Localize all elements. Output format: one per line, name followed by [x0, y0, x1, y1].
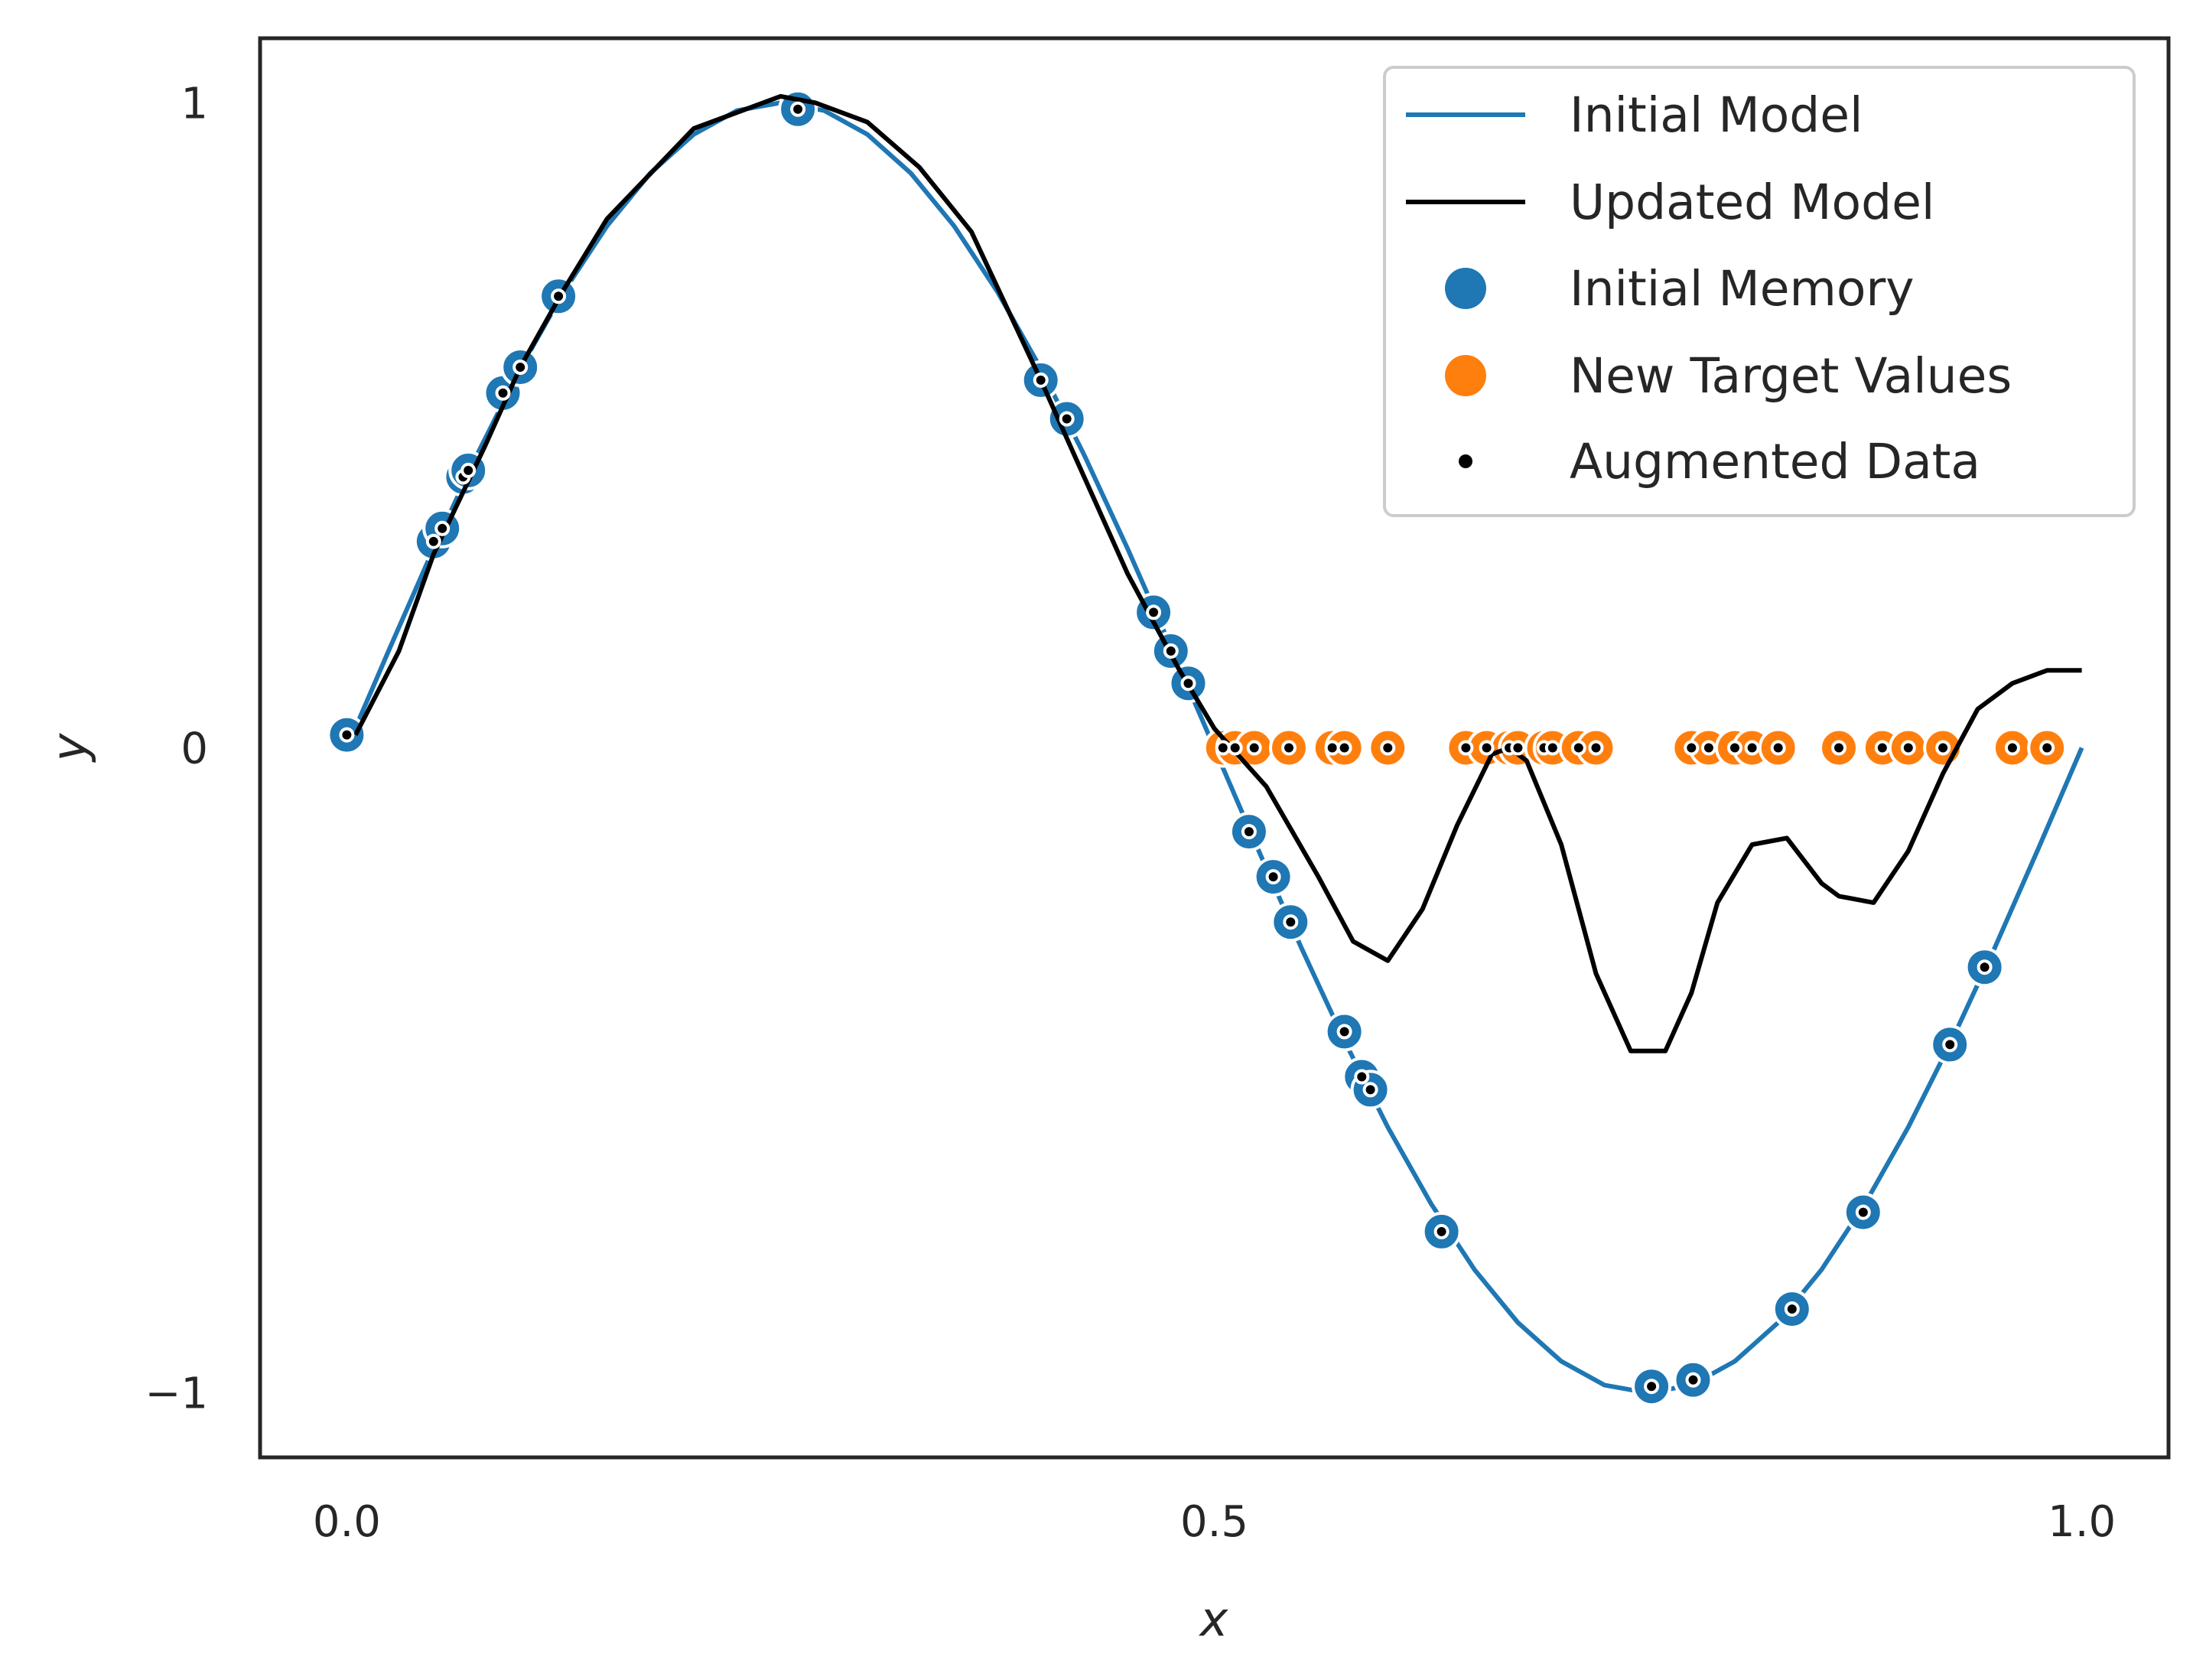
- augmented-data-point: [1479, 740, 1495, 756]
- augmented-data-point: [1380, 740, 1396, 756]
- legend-handle-augmented-data: [1459, 454, 1472, 468]
- legend-frame: [1383, 66, 2136, 517]
- augmented-data-point: [2004, 740, 2020, 756]
- plot-series-layer: [327, 89, 2084, 1407]
- augmented-data-point: [1362, 1082, 1378, 1098]
- augmented-data-point: [1458, 740, 1474, 756]
- augmented-data-point: [1146, 604, 1162, 620]
- augmented-data-point: [1163, 643, 1179, 659]
- augmented-data-point: [1215, 740, 1231, 756]
- legend-handle-initial-memory: [1445, 268, 1486, 309]
- legend-label-new-target-values: New Target Values: [1570, 348, 2012, 404]
- augmented-data-point: [434, 520, 451, 536]
- augmented-data-point: [1700, 740, 1716, 756]
- augmented-data-point: [1977, 959, 1993, 975]
- augmented-data-point: [1033, 372, 1049, 388]
- augmented-data-point: [1544, 740, 1560, 756]
- x-tick-label: 0.5: [1180, 1497, 1248, 1547]
- augmented-data-point: [1685, 1372, 1701, 1388]
- augmented-data-point: [790, 101, 806, 117]
- y-tick-label: 1: [181, 79, 208, 129]
- augmented-data-point: [1281, 740, 1297, 756]
- augmented-data-point: [1570, 740, 1586, 756]
- augmented-data-point: [1265, 869, 1281, 885]
- augmented-data-point: [1241, 824, 1257, 840]
- augmented-data-point: [1059, 411, 1075, 427]
- y-tick-label: −1: [145, 1369, 208, 1419]
- augmented-data-point: [1831, 740, 1846, 756]
- y-axis-label: y: [41, 732, 97, 763]
- augmented-data-point: [551, 288, 567, 304]
- augmented-data-point: [1900, 740, 1916, 756]
- augmented-data-point: [1510, 740, 1526, 756]
- augmented-data-point: [1784, 1301, 1800, 1317]
- x-tick-label: 1.0: [2048, 1497, 2116, 1547]
- x-tick-label: 0.0: [313, 1497, 381, 1547]
- axes-frame: [258, 36, 2171, 1460]
- augmented-data-point: [495, 385, 511, 401]
- legend-label-updated-model: Updated Model: [1570, 174, 1934, 230]
- augmented-data-point: [1354, 1069, 1370, 1085]
- augmented-data-point: [1324, 740, 1340, 756]
- augmented-data-point: [339, 727, 355, 743]
- x-axis-label: x: [1199, 1591, 1229, 1647]
- augmented-data-point: [460, 462, 477, 478]
- augmented-data-point: [1770, 740, 1786, 756]
- augmented-data-point: [1336, 1024, 1352, 1040]
- augmented-data-point: [1855, 1204, 1871, 1220]
- augmented-data-point: [1246, 740, 1262, 756]
- augmented-data-point: [1744, 740, 1760, 756]
- legend-label-initial-model: Initial Model: [1570, 87, 1863, 143]
- y-tick-labels: 1 0 −1: [145, 79, 208, 1418]
- augmented-data-point: [1180, 676, 1196, 692]
- legend: Initial Model Updated Model Initial Memo…: [1383, 66, 2136, 517]
- augmented-data-point: [425, 533, 441, 549]
- updated-model-line: [353, 93, 2082, 1053]
- y-tick-label: 0: [181, 724, 208, 774]
- augmented-data-point: [1227, 740, 1243, 756]
- legend-handle-new-target-values: [1445, 355, 1486, 396]
- augmented-data-point: [1874, 740, 1890, 756]
- augmented-data-point: [512, 360, 529, 375]
- x-tick-labels: 0.0 0.5 1.0: [313, 1497, 2116, 1547]
- augmented-data-point: [1644, 1379, 1660, 1395]
- legend-label-augmented-data: Augmented Data: [1570, 434, 1980, 490]
- augmented-data-point: [2039, 740, 2055, 756]
- augmented-data-point: [1935, 740, 1951, 756]
- augmented-data-point: [1942, 1037, 1958, 1053]
- augmented-data-point: [1727, 740, 1742, 756]
- augmented-data-point: [1283, 914, 1299, 930]
- legend-label-initial-memory: Initial Memory: [1570, 261, 1915, 317]
- augmented-data-point: [1588, 740, 1604, 756]
- augmented-data-point: [1336, 740, 1352, 756]
- augmented-data-point: [1433, 1223, 1450, 1239]
- augmented-data-point: [1684, 740, 1700, 756]
